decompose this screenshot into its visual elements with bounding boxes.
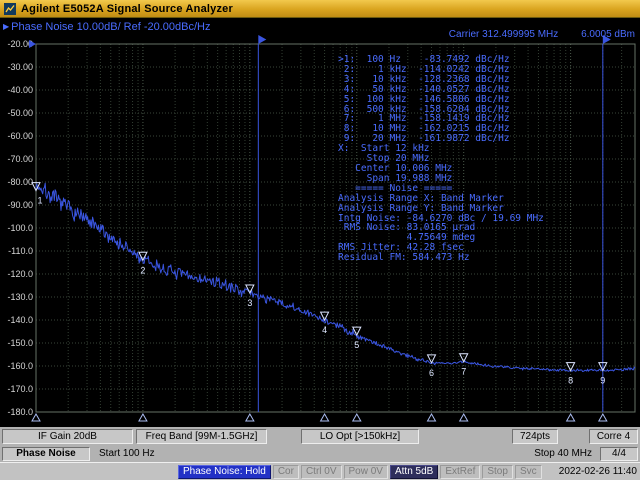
svg-text:-150.0: -150.0 [7,338,33,348]
phase-noise-plot: ▶ Phase Noise 10.00dB/ Ref -20.00dBc/Hz … [0,18,640,427]
svg-text:-140.0: -140.0 [7,315,33,325]
readout-line: 4: 50 kHz -140.0527 dBc/Hz [338,83,510,95]
readout-line: RMS Jitter: 42.28 fsec [338,242,464,254]
svg-text:7: 7 [461,367,466,377]
x-stop-label: Stop 40 MHz [534,448,592,459]
svg-text:-180.0: -180.0 [7,407,33,417]
readout-line: Span 19.988 MHz [338,172,453,184]
if-gain-status: IF Gain 20dB [2,429,133,444]
svg-text:3: 3 [247,298,252,308]
x-start-label: Start 100 Hz [99,448,155,459]
svg-text:-60.00: -60.00 [7,131,33,141]
readout-line: 2: 1 kHz -114.0242 dBc/Hz [338,63,510,75]
marker-readout: >1: 100 Hz -83.7492 dBc/Hz 2: 1 kHz -114… [338,55,544,263]
window-title: Agilent E5052A Signal Source Analyzer [21,2,233,15]
ctrl-voltage-indicator: Ctrl 0V [300,464,342,479]
svg-text:4: 4 [322,325,327,335]
freq-band-status: Freq Band [99M-1.5GHz] [136,429,267,444]
svg-text:-160.0: -160.0 [7,361,33,371]
svg-text:-100.0: -100.0 [7,223,33,233]
readout-line: 6: 500 kHz -158.6204 dBc/Hz [338,103,510,115]
svg-text:-30.00: -30.00 [7,62,33,72]
svg-text:6: 6 [429,368,434,378]
svg-text:8: 8 [568,376,573,386]
svg-text:-120.0: -120.0 [7,269,33,279]
measurement-hold-button[interactable]: Phase Noise: Hold [178,464,271,479]
lo-opt-status: LO Opt [>150kHz] [301,429,419,444]
carrier-frequency: Carrier 312.499995 MHz [448,29,559,40]
readout-line: >1: 100 Hz -83.7492 dBc/Hz [338,54,510,65]
readout-line: 4.75649 mdeg [338,232,476,244]
svg-text:-90.00: -90.00 [7,200,33,210]
svg-text:5: 5 [354,340,359,350]
status-row-trace: Phase Noise Start 100 Hz Stop 40 MHz 4/4 [0,446,640,462]
svg-text:-40.00: -40.00 [7,85,33,95]
readout-noise-header: ===== Noise ===== [338,182,453,194]
readout-line: Center 10.006 MHz [338,162,453,174]
readout-line: 7: 1 MHz -158.1419 dBc/Hz [338,113,510,125]
svg-text:-170.0: -170.0 [7,384,33,394]
correction-indicator: Cor [272,464,299,479]
readout-line: 8: 10 MHz -162.0215 dBc/Hz [338,123,510,135]
svg-text:-130.0: -130.0 [7,292,33,302]
svg-text:-50.00: -50.00 [7,108,33,118]
active-trace-icon: ▶ [3,22,10,31]
readout-line: Residual FM: 584.473 Hz [338,252,470,264]
page-indicator: 4/4 [600,447,638,461]
readout-line: Stop 20 MHz [338,153,430,165]
svg-text:-110.0: -110.0 [8,246,33,256]
readout-line: 3: 10 kHz -128.2368 dBc/Hz [338,73,510,85]
readout-line: 5: 100 kHz -146.5806 dBc/Hz [338,93,510,105]
sweep-stop-indicator: Stop [482,464,513,479]
points-status: 724pts [512,429,558,444]
clock: 2022-02-26 11:40 [558,466,637,477]
carrier-header: Carrier 312.499995 MHz 6.0005 dBm [449,29,635,40]
svg-text:9: 9 [600,376,605,386]
readout-line: Intg Noise: -84.6270 dBc / 19.69 MHz [338,212,544,224]
plot-canvas[interactable]: -20.00 -30.00 -40.00 -50.00 -60.00 -70.00 -80.… [0,18,640,427]
carrier-power: 6.0005 dBm [581,29,635,40]
svg-text:-20.00: -20.00 [7,39,33,49]
svg-text:2: 2 [140,265,145,275]
correlation-status: Corre 4 [589,429,638,444]
trace-header: ▶ Phase Noise 10.00dB/ Ref -20.00dBc/Hz [3,21,211,33]
trace-scale-label: Phase Noise 10.00dB/ Ref -20.00dBc/Hz [11,21,211,33]
status-row-settings: IF Gain 20dB Freq Band [99M-1.5GHz] LO O… [0,427,640,446]
service-indicator: Svc [514,464,542,479]
attenuator-indicator: Attn 5dB [389,464,439,479]
readout-line: 9: 20 MHz -161.9872 dBc/Hz [338,133,510,145]
status-bar: Phase Noise: Hold Cor Ctrl 0V Pow 0V Att… [0,462,640,480]
power-voltage-indicator: Pow 0V [343,464,388,479]
ext-ref-indicator: ExtRef [440,464,481,479]
svg-text:-70.00: -70.00 [7,154,33,164]
readout-line: Analysis Range X: Band Marker [338,192,504,204]
readout-line: Analysis Range Y: Band Marker [338,202,504,214]
readout-line: RMS Noise: 83.0165 µrad [338,222,476,234]
title-bar[interactable]: Agilent E5052A Signal Source Analyzer [0,0,640,18]
app-icon [4,2,16,15]
svg-text:1: 1 [37,196,42,206]
tab-phase-noise[interactable]: Phase Noise [2,447,90,461]
svg-text:-80.00: -80.00 [7,177,33,187]
readout-line: X: Start 12 kHz [338,143,430,155]
